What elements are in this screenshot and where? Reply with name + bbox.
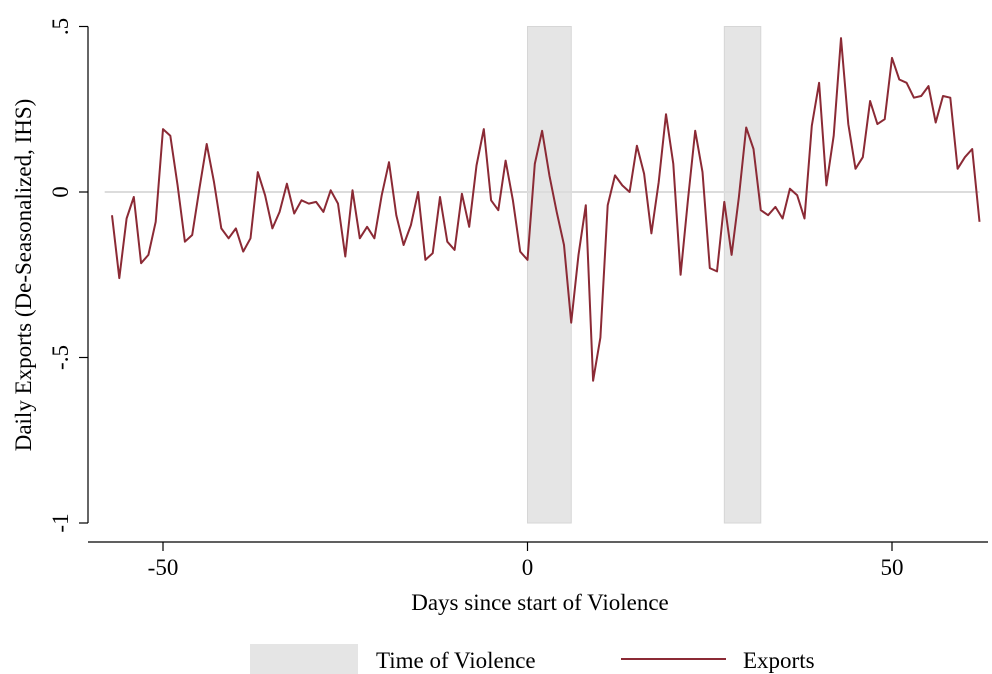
y-axis-ticks: -1 -.5 0 .5 (48, 18, 88, 533)
violence-period-2 (723, 26, 762, 524)
y-axis-label: Daily Exports (De-Seasonalized, IHS) (11, 99, 36, 452)
y-tick-label: -.5 (48, 345, 73, 370)
legend: Time of Violence Exports (250, 644, 815, 674)
series-line-exports (111, 37, 981, 382)
y-tick-label: .5 (48, 18, 73, 35)
legend-label-time-of-violence: Time of Violence (376, 648, 536, 673)
x-tick-label: 50 (881, 555, 904, 580)
x-axis-ticks: -50 0 50 (148, 542, 904, 580)
x-axis-label: Days since start of Violence (411, 590, 669, 615)
y-tick-label: 0 (48, 186, 73, 198)
shaded-intervals (527, 26, 762, 524)
series-layer (111, 37, 981, 382)
violence-period-1 (527, 26, 572, 524)
x-tick-label: 0 (522, 555, 534, 580)
legend-label-exports: Exports (743, 648, 815, 673)
y-tick-label: -1 (48, 513, 73, 532)
x-tick-label: -50 (148, 555, 179, 580)
legend-swatch-time-of-violence (250, 644, 358, 674)
